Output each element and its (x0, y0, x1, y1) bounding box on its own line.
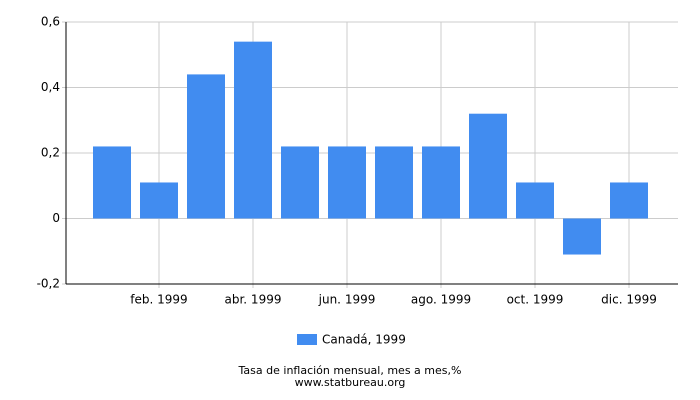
x-tick-label: dic. 1999 (601, 293, 657, 307)
y-tick-label: 0,6 (41, 15, 60, 29)
legend-swatch (297, 334, 317, 345)
bar (422, 146, 460, 219)
bar (516, 182, 554, 219)
bar (610, 182, 648, 219)
x-tick-label: oct. 1999 (507, 293, 564, 307)
bar (234, 41, 272, 219)
y-tick-label: 0,4 (41, 80, 60, 94)
y-tick-label: 0 (52, 211, 60, 225)
bar (469, 113, 507, 219)
x-tick-label: jun. 1999 (318, 293, 376, 307)
bar (140, 182, 178, 219)
x-tick-label: feb. 1999 (130, 293, 187, 307)
chart-title: Tasa de inflación mensual, mes a mes,% (238, 364, 462, 377)
bar (281, 146, 319, 219)
bar (93, 146, 131, 219)
bar (187, 74, 225, 219)
bar (375, 146, 413, 219)
bar (563, 218, 601, 255)
x-tick-label: abr. 1999 (225, 293, 282, 307)
y-tick-label: -0,2 (37, 277, 60, 291)
x-tick-label: ago. 1999 (411, 293, 471, 307)
y-tick-label: 0,2 (41, 146, 60, 160)
legend-label: Canadá, 1999 (322, 333, 406, 347)
source: www.statbureau.org (295, 376, 406, 389)
bar (328, 146, 366, 219)
